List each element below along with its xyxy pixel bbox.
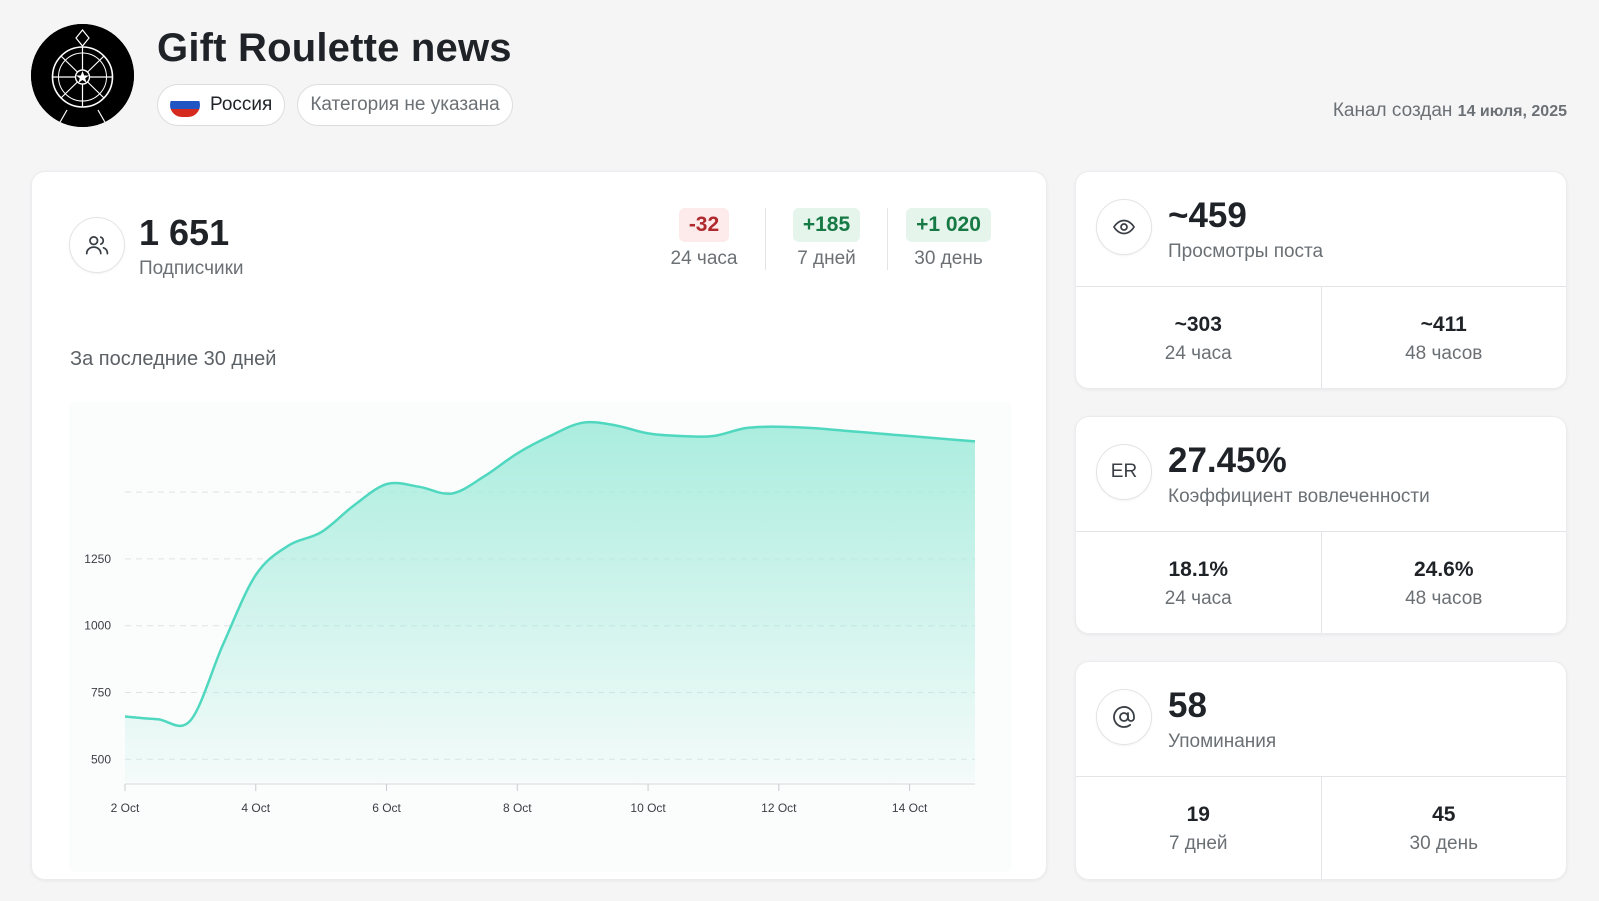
views-breakdown: ~303 24 часа ~411 48 часов <box>1076 286 1566 388</box>
chart-svg: 500 750 1000 1250 2 Oct 4 Oct 6 Oct 8 Oct 10 Oct… <box>84 420 976 815</box>
x-tick-label: 8 Oct <box>503 801 532 815</box>
er-icon: ER <box>1096 444 1152 500</box>
channel-tags: Россия Категория не указана <box>157 84 513 126</box>
y-tick-label: 1250 <box>84 552 111 566</box>
views-value: ~459 <box>1168 196 1247 235</box>
delta-24h: -32 24 часа <box>643 208 765 270</box>
views-label: Просмотры поста <box>1168 241 1324 262</box>
views-48h: ~411 48 часов <box>1320 287 1567 388</box>
chart-series-line <box>124 420 976 728</box>
country-label: Россия <box>210 94 273 115</box>
delta-7d: +185 7 дней <box>765 208 887 270</box>
mentions-label: Упоминания <box>1168 731 1277 752</box>
created-date: 14 июля, 2025 <box>1457 103 1567 120</box>
x-tick-label: 10 Oct <box>630 801 666 815</box>
mentions-30d-value: 45 <box>1432 803 1456 826</box>
delta-30d: +1 020 30 день <box>887 208 1009 270</box>
er-label: Коэффициент вовлеченности <box>1168 486 1430 507</box>
engagement-card: ER 27.45% Коэффициент вовлеченности 18.1… <box>1075 416 1567 634</box>
at-sign-icon <box>1096 689 1152 745</box>
roulette-logo-icon <box>31 24 134 127</box>
chart-title: За последние 30 дней <box>70 348 277 370</box>
channel-created: Канал создан 14 июля, 2025 <box>1333 100 1567 122</box>
er-48h-label: 48 часов <box>1405 588 1483 609</box>
category-chip[interactable]: Категория не указана <box>297 84 513 126</box>
users-icon <box>69 217 125 273</box>
er-24h-label: 24 часа <box>1164 588 1232 609</box>
channel-header: Gift Roulette news Россия Категория не у… <box>31 24 1567 134</box>
x-tick-label: 14 Oct <box>892 801 928 815</box>
subscribers-card: 1 651 Подписчики -32 24 часа +185 7 дней… <box>31 171 1047 880</box>
delta-30d-value: +1 020 <box>906 208 991 242</box>
subscribers-chart[interactable]: 500 750 1000 1250 2 Oct 4 Oct 6 Oct 8 Oct 10 Oct… <box>69 402 1012 872</box>
channel-title: Gift Roulette news <box>157 26 512 70</box>
views-24h-value: ~303 <box>1174 313 1222 336</box>
views-24h: ~303 24 часа <box>1076 287 1321 388</box>
subscribers-label: Подписчики <box>139 258 244 279</box>
y-tick-label: 500 <box>91 752 111 766</box>
views-48h-label: 48 часов <box>1405 343 1483 364</box>
chart-area-fill <box>125 422 975 782</box>
er-48h: 24.6% 48 часов <box>1320 532 1567 633</box>
x-tick-label: 6 Oct <box>372 801 401 815</box>
views-48h-value: ~411 <box>1420 313 1467 336</box>
er-24h-value: 18.1% <box>1168 558 1229 581</box>
country-chip[interactable]: Россия <box>157 84 286 126</box>
y-tick-label: 750 <box>91 686 111 700</box>
subscribers-count: 1 651 <box>139 212 230 253</box>
x-tick-label: 4 Oct <box>241 801 270 815</box>
er-breakdown: 18.1% 24 часа 24.6% 48 часов <box>1076 531 1566 633</box>
subscriber-deltas: -32 24 часа +185 7 дней +1 020 30 день <box>643 208 1009 270</box>
y-tick-label: 1000 <box>84 619 111 633</box>
mentions-value: 58 <box>1168 686 1207 725</box>
x-tick-label: 2 Oct <box>111 801 140 815</box>
mentions-breakdown: 19 7 дней 45 30 день <box>1076 776 1566 879</box>
er-value: 27.45% <box>1168 441 1287 480</box>
delta-7d-value: +185 <box>792 208 861 242</box>
delta-24h-value: -32 <box>678 208 730 242</box>
mentions-7d: 19 7 дней <box>1076 777 1321 879</box>
er-24h: 18.1% 24 часа <box>1076 532 1321 633</box>
delta-7d-label: 7 дней <box>797 248 856 269</box>
eye-icon <box>1096 199 1152 255</box>
views-24h-label: 24 часа <box>1164 343 1232 364</box>
mentions-card: 58 Упоминания 19 7 дней 45 30 день <box>1075 661 1567 880</box>
russia-flag-icon <box>170 93 200 117</box>
created-label: Канал создан <box>1332 100 1453 121</box>
x-tick-label: 12 Oct <box>761 801 797 815</box>
mentions-7d-value: 19 <box>1186 803 1210 826</box>
views-card: ~459 Просмотры поста ~303 24 часа ~411 4… <box>1075 171 1567 389</box>
category-label: Категория не указана <box>310 94 500 115</box>
mentions-30d: 45 30 день <box>1320 777 1567 879</box>
delta-30d-label: 30 день <box>914 248 983 269</box>
delta-24h-label: 24 часа <box>670 248 738 269</box>
mentions-30d-label: 30 день <box>1409 833 1478 854</box>
mentions-7d-label: 7 дней <box>1168 833 1228 854</box>
channel-avatar[interactable] <box>31 24 134 127</box>
er-48h-value: 24.6% <box>1413 558 1474 581</box>
